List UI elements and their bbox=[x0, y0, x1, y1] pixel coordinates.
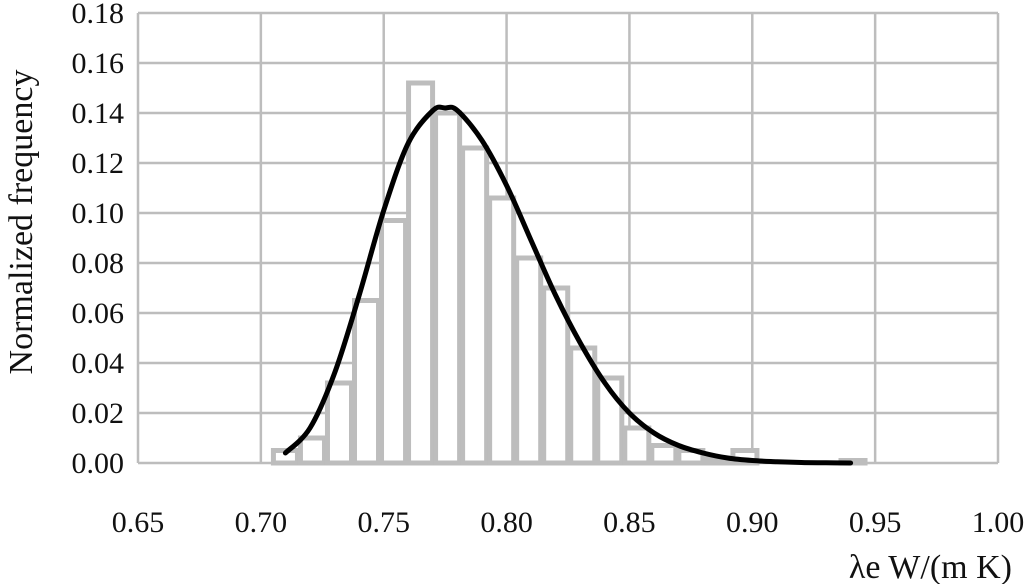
y-tick-label: 0.04 bbox=[72, 347, 125, 380]
histogram-bar bbox=[406, 80, 436, 466]
y-tick-label: 0.16 bbox=[72, 47, 125, 80]
histogram-bar bbox=[622, 425, 652, 466]
y-tick-label: 0.12 bbox=[72, 147, 125, 180]
fit-curve bbox=[282, 104, 854, 466]
histogram-bar bbox=[433, 110, 463, 466]
x-axis-title: λe W/(m K) bbox=[849, 549, 1012, 584]
y-axis-title: Normalized frequency bbox=[3, 70, 40, 375]
x-tick-label: 0.70 bbox=[235, 506, 288, 539]
x-tick-label: 0.80 bbox=[480, 506, 533, 539]
histogram-bar bbox=[352, 298, 382, 466]
x-tick-label: 0.65 bbox=[112, 506, 165, 539]
histogram-bar bbox=[514, 255, 544, 466]
histogram-bar bbox=[297, 435, 327, 466]
y-tick-label: 0.06 bbox=[72, 297, 125, 330]
histogram-bar bbox=[324, 380, 355, 466]
histogram-bar bbox=[460, 145, 490, 466]
y-tick-label: 0.00 bbox=[72, 447, 125, 480]
y-tick-label: 0.08 bbox=[72, 247, 125, 280]
y-tick-labels: 0.00 0.02 0.04 0.06 0.08 0.10 0.12 0.14 0.16 0.18 bbox=[72, 0, 125, 480]
y-tick-label: 0.02 bbox=[72, 397, 125, 430]
histogram-bar bbox=[595, 375, 625, 466]
x-tick-label: 1.00 bbox=[972, 506, 1025, 539]
fit-curve-layer bbox=[282, 104, 854, 466]
y-tick-label: 0.10 bbox=[72, 197, 125, 230]
histogram-bar bbox=[379, 218, 409, 466]
x-tick-label: 0.75 bbox=[357, 506, 410, 539]
y-tick-label: 0.18 bbox=[72, 0, 125, 30]
x-tick-label: 0.85 bbox=[603, 506, 656, 539]
histogram-bar bbox=[649, 443, 679, 466]
y-tick-label: 0.14 bbox=[72, 97, 125, 130]
histogram-bars bbox=[270, 80, 868, 466]
x-tick-label: 0.95 bbox=[849, 506, 902, 539]
histogram-bar bbox=[487, 195, 517, 466]
x-tick-label: 0.90 bbox=[726, 506, 779, 539]
x-tick-labels: 0.65 0.70 0.75 0.80 0.85 0.90 0.95 1.00 bbox=[112, 506, 1025, 539]
